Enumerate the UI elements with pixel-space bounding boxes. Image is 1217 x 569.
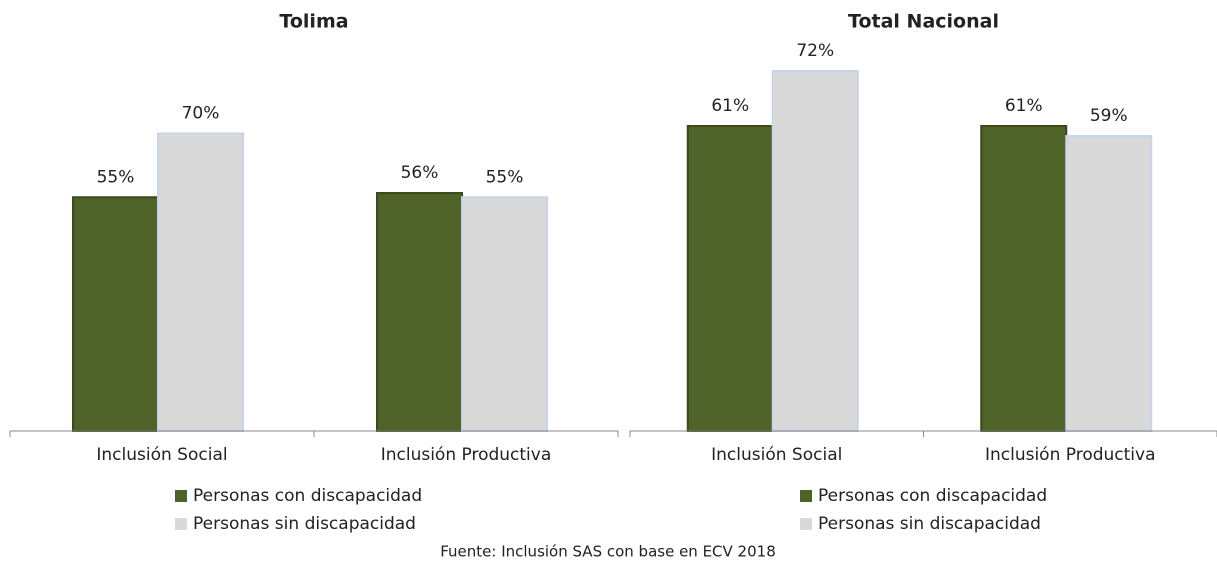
value-label: 55% — [97, 167, 135, 187]
bar — [980, 125, 1068, 432]
legend-swatch — [175, 518, 187, 530]
x-tick-label: Inclusión Social — [96, 445, 227, 465]
chart-title: Total Nacional — [848, 11, 999, 33]
legend-swatch — [800, 490, 812, 502]
legend-swatch — [175, 490, 187, 502]
chart-title: Tolima — [279, 11, 348, 33]
x-tick-label: Inclusión Social — [711, 445, 842, 465]
legend-label: Personas con discapacidad — [193, 486, 422, 506]
value-label: 70% — [182, 104, 220, 124]
legend-label: Personas con discapacidad — [818, 486, 1047, 506]
bar — [1065, 135, 1153, 432]
bar — [376, 192, 463, 432]
value-label: 56% — [401, 163, 439, 183]
bar — [771, 70, 859, 432]
bar — [72, 196, 159, 432]
value-label: 61% — [711, 96, 749, 116]
x-tick-label: Inclusión Productiva — [381, 445, 552, 465]
legend-label: Personas sin discapacidad — [193, 514, 416, 534]
source-note: Fuente: Inclusión SAS con base en ECV 20… — [440, 543, 776, 561]
bar — [157, 132, 244, 432]
value-label: 72% — [796, 41, 834, 61]
value-label: 61% — [1005, 96, 1043, 116]
value-label: 55% — [486, 167, 524, 187]
bar — [686, 125, 774, 432]
legend-label: Personas sin discapacidad — [818, 514, 1041, 534]
legend-swatch — [800, 518, 812, 530]
value-label: 59% — [1090, 106, 1128, 126]
x-tick-label: Inclusión Productiva — [985, 445, 1156, 465]
bar — [461, 196, 548, 432]
